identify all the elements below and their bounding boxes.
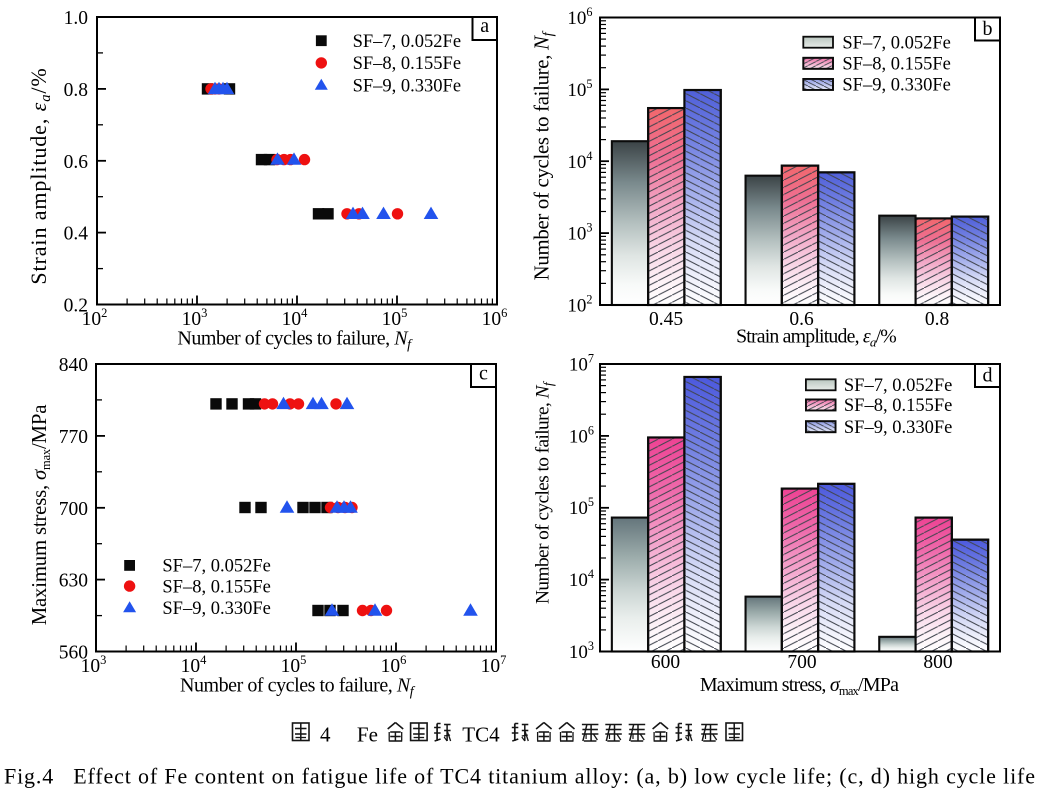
svg-text:d: d bbox=[983, 365, 993, 387]
svg-text:TC4: TC4 bbox=[462, 723, 500, 747]
svg-text:c: c bbox=[479, 363, 488, 385]
svg-text:Number of cycles to failure, N: Number of cycles to failure, Nf bbox=[533, 380, 556, 604]
svg-text:SF–7, 0.052Fe: SF–7, 0.052Fe bbox=[842, 34, 950, 54]
svg-text:Number of cycles to failure, N: Number of cycles to failure, Nf bbox=[180, 675, 416, 700]
svg-text:SF–9, 0.330Fe: SF–9, 0.330Fe bbox=[844, 418, 952, 438]
svg-text:SF–8, 0.155Fe: SF–8, 0.155Fe bbox=[353, 54, 461, 74]
svg-text:700: 700 bbox=[59, 499, 88, 520]
svg-text:a: a bbox=[480, 15, 489, 37]
svg-text:600: 600 bbox=[651, 652, 680, 673]
svg-text:SF–8, 0.155Fe: SF–8, 0.155Fe bbox=[162, 577, 270, 597]
svg-text:560: 560 bbox=[59, 643, 88, 664]
svg-text:Fe: Fe bbox=[357, 723, 378, 747]
svg-text:Maximum stress, σmax/MPa: Maximum stress, σmax/MPa bbox=[28, 405, 53, 626]
svg-text:700: 700 bbox=[787, 652, 816, 673]
svg-text:SF–8, 0.155Fe: SF–8, 0.155Fe bbox=[844, 396, 952, 416]
svg-text:0.2: 0.2 bbox=[64, 296, 88, 317]
svg-text:SF–7, 0.052Fe: SF–7, 0.052Fe bbox=[844, 376, 952, 396]
svg-text:0.6: 0.6 bbox=[64, 152, 89, 173]
svg-text:Fig.4 Effect of Fe content o: Fig.4 Effect of Fe content on fatigue li… bbox=[4, 764, 1036, 789]
svg-text:840: 840 bbox=[59, 355, 88, 376]
svg-text:0.8: 0.8 bbox=[64, 80, 88, 101]
svg-text:SF–7, 0.052Fe: SF–7, 0.052Fe bbox=[353, 32, 461, 52]
svg-text:Maximum stress, σmax/MPa: Maximum stress, σmax/MPa bbox=[700, 674, 899, 698]
svg-text:800: 800 bbox=[923, 652, 952, 673]
svg-text:Strain amplitude, εa/%: Strain amplitude, εa/% bbox=[26, 67, 54, 284]
svg-text:b: b bbox=[983, 18, 993, 40]
svg-text:Number of cycles to failure, N: Number of cycles to failure, Nf bbox=[531, 30, 557, 280]
svg-text:630: 630 bbox=[59, 571, 88, 592]
svg-text:SF–7, 0.052Fe: SF–7, 0.052Fe bbox=[162, 557, 270, 577]
svg-text:0.45: 0.45 bbox=[649, 309, 683, 330]
svg-text:770: 770 bbox=[59, 427, 88, 448]
svg-text:SF–9, 0.330Fe: SF–9, 0.330Fe bbox=[162, 599, 270, 619]
svg-text:SF–9, 0.330Fe: SF–9, 0.330Fe bbox=[842, 76, 950, 96]
svg-text:Number of cycles to failure, N: Number of cycles to failure, Nf bbox=[177, 328, 413, 353]
svg-text:SF–9, 0.330Fe: SF–9, 0.330Fe bbox=[353, 77, 461, 97]
svg-text:1.0: 1.0 bbox=[64, 8, 88, 29]
svg-text:0.8: 0.8 bbox=[925, 309, 949, 330]
svg-text:4: 4 bbox=[320, 723, 331, 747]
svg-text:SF–8, 0.155Fe: SF–8, 0.155Fe bbox=[842, 55, 950, 75]
svg-text:0.6: 0.6 bbox=[789, 309, 814, 330]
svg-text:0.4: 0.4 bbox=[64, 224, 89, 245]
